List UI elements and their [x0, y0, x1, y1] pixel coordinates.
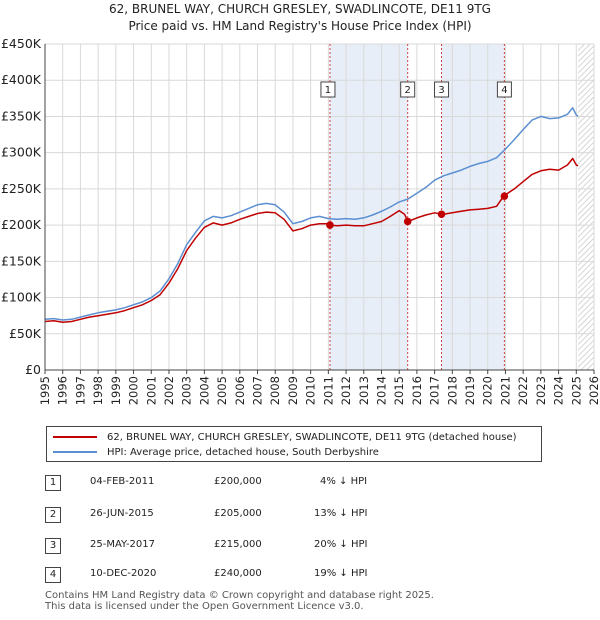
y-tick-label: £400K — [1, 72, 42, 87]
x-tick-label: 2021 — [498, 376, 512, 405]
sale-label-text: 1 — [325, 85, 331, 96]
legend-label-hpi: HPI: Average price, detached house, Sout… — [107, 446, 379, 458]
x-tick-label: 1997 — [73, 376, 87, 405]
x-tick-label: 2023 — [534, 376, 548, 405]
chart-title: 62, BRUNEL WAY, CHURCH GRESLEY, SWADLINC… — [109, 2, 491, 16]
forecast-hatch — [578, 44, 594, 370]
y-tick-label: £200K — [1, 217, 42, 232]
x-tick-label: 2026 — [587, 376, 600, 405]
x-tick-label: 2013 — [357, 376, 371, 405]
chart-subtitle: Price paid vs. HM Land Registry's House … — [128, 19, 472, 33]
x-tick-label: 2014 — [374, 376, 388, 405]
transaction-hpi-delta: 4% ↓ HPI — [320, 476, 368, 487]
x-tick-label: 2001 — [144, 376, 158, 405]
transaction-number: 2 — [45, 507, 61, 523]
sale-point — [437, 210, 446, 219]
x-tick-label: 1996 — [56, 376, 70, 405]
y-tick-label: £300K — [1, 145, 42, 160]
x-tick-label: 2016 — [410, 376, 424, 405]
transaction-date: 26-JUN-2015 — [90, 508, 154, 519]
sale-label-box — [400, 81, 416, 98]
x-tick-label: 2019 — [463, 376, 477, 405]
legend-label-property: 62, BRUNEL WAY, CHURCH GRESLEY, SWADLINC… — [107, 431, 517, 443]
transaction-date: 04-FEB-2011 — [90, 476, 155, 487]
y-tick-label: £0 — [25, 362, 41, 377]
sale-label-box — [496, 81, 512, 98]
chart-legend: 62, BRUNEL WAY, CHURCH GRESLEY, SWADLINC… — [46, 426, 542, 462]
transaction-hpi-delta: 20% ↓ HPI — [314, 539, 368, 550]
x-tick-label: 2017 — [428, 376, 442, 405]
sale-label-box — [434, 81, 450, 98]
transaction-price: £200,000 — [214, 476, 262, 487]
sale-point — [326, 221, 334, 229]
x-tick-label: 2020 — [481, 376, 495, 405]
x-tick-label: 1998 — [91, 376, 105, 405]
sale-label-text: 2 — [405, 85, 411, 96]
x-tick-label: 2003 — [180, 376, 194, 405]
sale-label-box — [320, 81, 336, 98]
x-tick-label: 2010 — [304, 376, 318, 405]
transaction-date: 25-MAY-2017 — [90, 539, 156, 550]
y-tick-label: £250K — [1, 181, 42, 196]
x-tick-label: 2025 — [569, 376, 583, 405]
x-tick-label: 2009 — [286, 376, 300, 405]
legend-swatch-hpi — [53, 451, 97, 453]
transaction-date: 10-DEC-2020 — [90, 568, 157, 579]
x-tick-label: 2007 — [251, 376, 265, 405]
sale-label-text: 4 — [501, 85, 507, 96]
ownership-band — [329, 44, 408, 370]
x-tick-label: 2004 — [197, 376, 211, 405]
y-tick-label: £100K — [1, 290, 42, 305]
y-tick-label: £50K — [9, 326, 42, 341]
transaction-number: 4 — [45, 567, 61, 583]
x-tick-label: 2005 — [215, 376, 229, 405]
transaction-hpi-delta: 13% ↓ HPI — [314, 508, 368, 519]
transaction-price: £240,000 — [214, 568, 262, 579]
y-tick-label: £450K — [1, 36, 42, 51]
x-tick-label: 2022 — [516, 376, 530, 405]
y-tick-label: £150K — [1, 253, 42, 268]
transaction-price: £205,000 — [214, 508, 262, 519]
y-tick-label: £350K — [1, 108, 42, 123]
x-tick-label: 2024 — [552, 376, 566, 405]
x-tick-label: 1999 — [109, 376, 123, 405]
transaction-number: 1 — [45, 475, 61, 491]
x-tick-label: 2018 — [445, 376, 459, 405]
sale-label-text: 3 — [438, 85, 444, 96]
transaction-price: £215,000 — [214, 539, 262, 550]
sale-point — [500, 192, 509, 200]
x-tick-label: 2008 — [268, 376, 282, 405]
price-chart: 1 2 3 4 £0 £50K £100K £150K £200K £250K £300K £350… — [1, 36, 600, 405]
footer-copyright: Contains HM Land Registry data © Crown c… — [45, 590, 434, 601]
x-tick-label: 2000 — [127, 376, 141, 405]
transaction-hpi-delta: 19% ↓ HPI — [314, 568, 368, 579]
x-tick-label: 1995 — [38, 376, 52, 405]
legend-item-property: 62, BRUNEL WAY, CHURCH GRESLEY, SWADLINC… — [53, 430, 517, 444]
legend-swatch-property — [53, 436, 97, 438]
footer-licence: This data is licensed under the Open Gov… — [45, 601, 364, 612]
sale-point — [403, 217, 412, 226]
x-tick-label: 2006 — [233, 376, 247, 405]
x-tick-label: 2012 — [339, 376, 353, 405]
x-tick-label: 2011 — [321, 376, 335, 405]
hpi-line — [44, 107, 579, 321]
x-tick-label: 2002 — [162, 376, 176, 405]
legend-item-hpi: HPI: Average price, detached house, Sout… — [53, 445, 379, 459]
transaction-number: 3 — [45, 538, 61, 554]
x-tick-label: 2015 — [392, 376, 406, 405]
